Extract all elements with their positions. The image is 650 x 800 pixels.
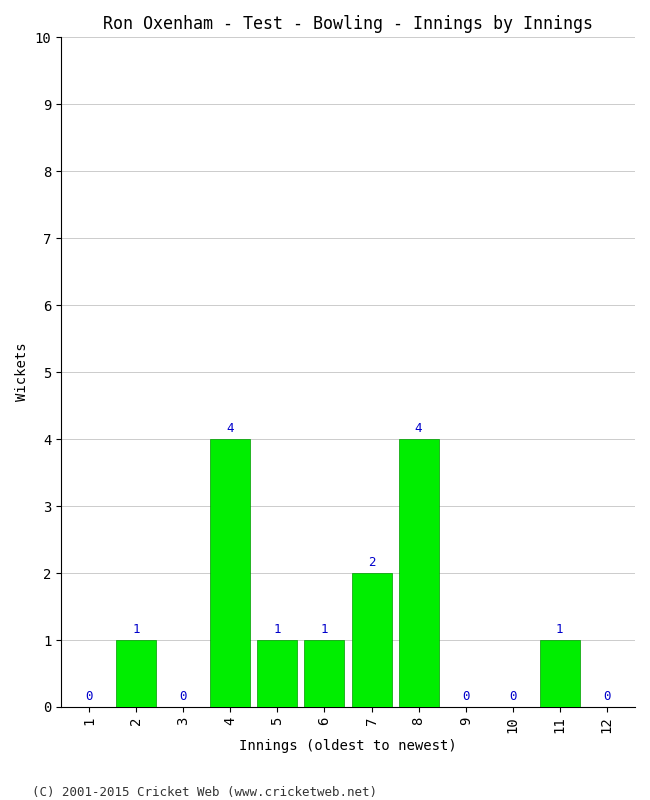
Text: 1: 1 bbox=[133, 623, 140, 636]
Bar bbox=[398, 439, 439, 707]
X-axis label: Innings (oldest to newest): Innings (oldest to newest) bbox=[239, 739, 457, 753]
Text: 0: 0 bbox=[86, 690, 93, 703]
Text: 1: 1 bbox=[274, 623, 281, 636]
Text: 1: 1 bbox=[320, 623, 328, 636]
Bar bbox=[116, 640, 156, 707]
Text: 0: 0 bbox=[179, 690, 187, 703]
Bar bbox=[540, 640, 580, 707]
Bar bbox=[257, 640, 298, 707]
Text: 0: 0 bbox=[509, 690, 517, 703]
Text: 0: 0 bbox=[603, 690, 610, 703]
Text: 0: 0 bbox=[462, 690, 469, 703]
Text: 1: 1 bbox=[556, 623, 564, 636]
Text: 4: 4 bbox=[227, 422, 234, 435]
Bar bbox=[304, 640, 345, 707]
Text: 4: 4 bbox=[415, 422, 422, 435]
Y-axis label: Wickets: Wickets bbox=[15, 343, 29, 402]
Text: (C) 2001-2015 Cricket Web (www.cricketweb.net): (C) 2001-2015 Cricket Web (www.cricketwe… bbox=[32, 786, 378, 799]
Bar bbox=[352, 573, 391, 707]
Bar bbox=[211, 439, 250, 707]
Text: 2: 2 bbox=[368, 556, 375, 569]
Title: Ron Oxenham - Test - Bowling - Innings by Innings: Ron Oxenham - Test - Bowling - Innings b… bbox=[103, 15, 593, 33]
